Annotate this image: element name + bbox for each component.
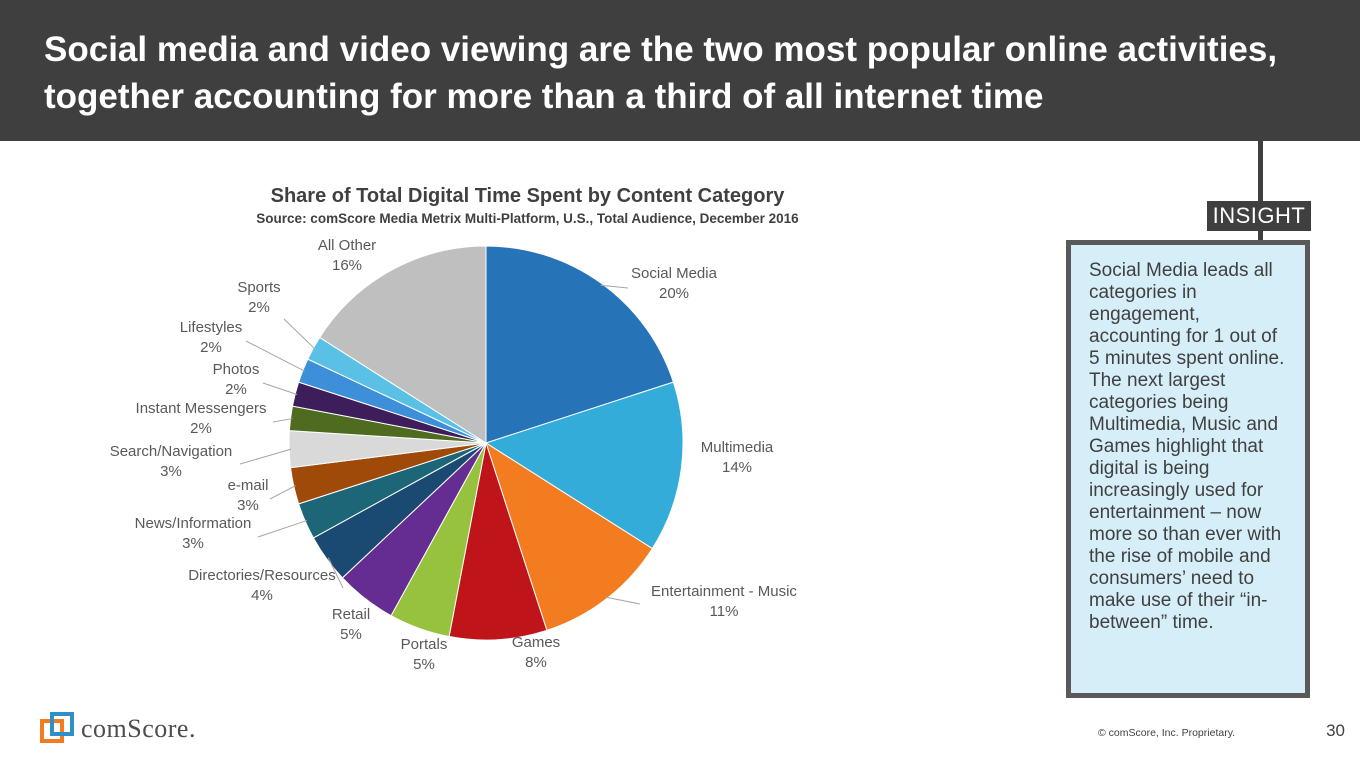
slice-value-label: 5%	[340, 626, 362, 643]
slice-label: Portals	[401, 636, 448, 653]
leader-line	[257, 519, 308, 538]
chart-title: Share of Total Digital Time Spent by Con…	[270, 185, 785, 207]
slice-label: Games	[512, 634, 560, 651]
slice-label: Multimedia	[701, 439, 774, 456]
slice-value-label: 5%	[413, 656, 435, 673]
slice-value-label: 8%	[525, 654, 547, 671]
slice-label: Retail	[332, 606, 370, 623]
leader-line	[272, 418, 293, 423]
leader-line	[283, 318, 316, 350]
insight-label: INSIGHT	[1207, 201, 1311, 231]
insight-connector-line	[1258, 141, 1263, 203]
slice-value-label: 20%	[659, 285, 689, 302]
insight-text: Social Media leads all categories in eng…	[1089, 260, 1285, 633]
leader-line	[600, 284, 629, 289]
slice-value-label: 11%	[710, 603, 739, 620]
slice-label: Directories/Resources	[188, 567, 336, 584]
slice-value-label: 3%	[182, 535, 204, 552]
leader-line	[262, 382, 298, 395]
slice-label: Photos	[213, 361, 260, 378]
slice-label: Sports	[237, 279, 280, 296]
leader-line	[269, 485, 296, 500]
leader-line	[239, 448, 292, 465]
pie-slice-social-media	[485, 245, 674, 444]
slice-value-label: 2%	[200, 339, 222, 356]
insight-box: Social Media leads all categories in eng…	[1066, 240, 1310, 698]
page-number: 30	[1326, 721, 1345, 740]
chart-subtitle: Source: comScore Media Metrix Multi-Plat…	[256, 211, 799, 226]
pie-slice-all-other	[318, 245, 487, 444]
leader-line	[245, 340, 305, 372]
slice-value-label: 4%	[251, 587, 273, 604]
slice-label: e-mail	[228, 477, 269, 494]
leader-line	[605, 596, 641, 605]
pie-slice-games	[448, 442, 548, 641]
slice-value-label: 2%	[225, 381, 247, 398]
slide-title: Social media and video viewing are the t…	[44, 30, 1278, 116]
slide-header: Social media and video viewing are the t…	[0, 0, 1360, 141]
slice-label: News/Information	[135, 515, 252, 532]
slice-label: Social Media	[631, 265, 718, 282]
comscore-logo-text: comScore.	[81, 714, 196, 743]
insight-connector-line-lower	[1258, 228, 1263, 242]
pie-slice-entertainment-music	[485, 441, 654, 631]
slice-value-label: 2%	[248, 299, 270, 316]
pie-slice-multimedia	[484, 381, 684, 550]
slice-value-label: 16%	[332, 257, 362, 274]
leader-line	[327, 557, 344, 589]
slice-value-label: 14%	[722, 459, 752, 476]
copyright-text: © comScore, Inc. Proprietary.	[1098, 727, 1236, 739]
comscore-logo-icon	[40, 712, 74, 743]
slice-value-label: 3%	[237, 497, 259, 514]
comscore-logo: comScore.	[40, 712, 240, 744]
slice-value-label: 3%	[160, 463, 182, 480]
slice-label: Instant Messengers	[136, 400, 267, 417]
slice-label: All Other	[318, 237, 376, 254]
pie-chart: Social Media 20% Multimedia 14% Entertainmen…	[110, 237, 798, 673]
slice-label: Entertainment - Music	[651, 583, 797, 600]
slice-value-label: 2%	[190, 420, 212, 437]
slice-label: Lifestyles	[180, 319, 243, 336]
slice-label: Search/Navigation	[110, 443, 233, 460]
